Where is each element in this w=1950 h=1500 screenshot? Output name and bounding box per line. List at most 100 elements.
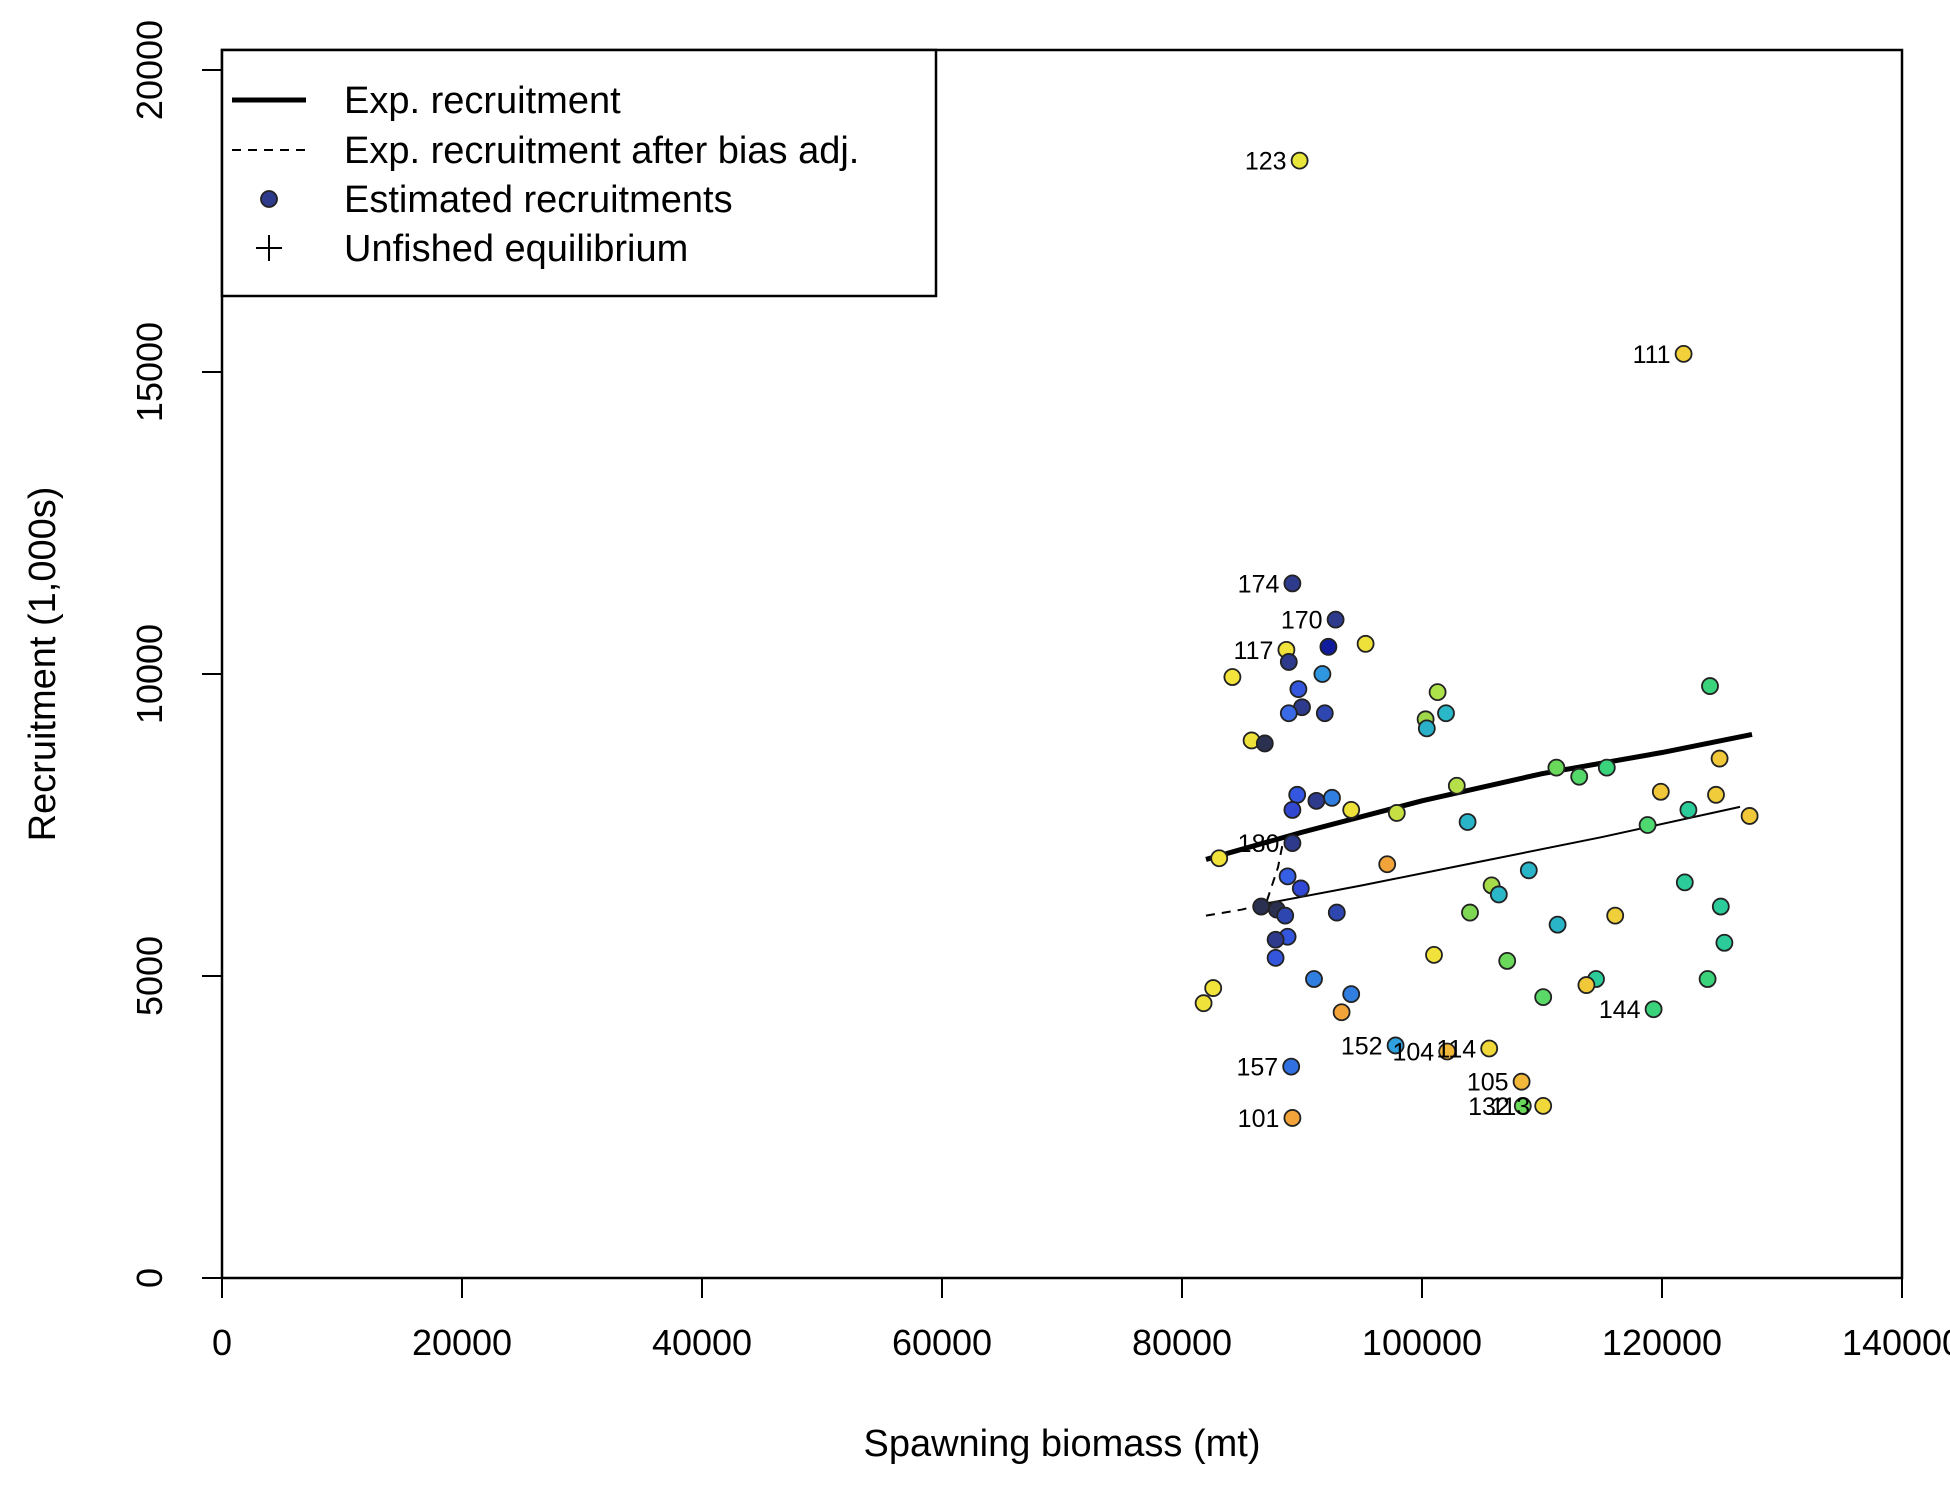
legend-entry-label: Unfished equilibrium [344,228,688,270]
recruitment-point [1266,930,1285,949]
recruitment-point [1417,719,1436,738]
recruitment-point [1332,1003,1351,1022]
recruitment-point [1386,1036,1405,1055]
recruitment-point [1715,933,1734,952]
recruitment-point [1255,734,1274,753]
point-year-label: 114 [1436,1035,1476,1063]
legend-entry-label: Exp. recruitment after bias adj. [344,130,859,172]
x-tick-label: 60000 [892,1322,992,1363]
x-tick-label: 0 [212,1322,232,1363]
recruitment-point [1489,885,1508,904]
recruitment-point [1570,767,1589,786]
recruitment-point [1290,151,1309,170]
recruitment-point [1283,1109,1302,1127]
point-year-label: 113 [1490,1093,1530,1121]
recruitment-point [1289,680,1308,698]
recruitment-point [1438,1042,1457,1061]
x-tick-label: 20000 [412,1322,512,1363]
recruitment-point [1283,801,1302,819]
recruitment-point [1326,610,1345,629]
recruitment-point [1711,897,1730,916]
point-year-label: 123 [1245,148,1287,176]
legend-point-swatch [260,190,278,208]
recruitment-point [1606,906,1625,925]
recruitment-point [1204,979,1223,997]
point-year-label: 111 [1633,341,1671,369]
recruitment-point [1342,801,1361,819]
point-year-label: 180 [1238,830,1280,858]
recruitment-point [1319,637,1338,656]
point-year-label: 104 [1392,1039,1434,1067]
recruitment-point [1710,749,1729,768]
y-axis-title: Recruitment (1,000s) [22,487,64,842]
recruitment-point [1651,782,1670,801]
recruitment-point [1461,903,1479,922]
recruitment-point [1512,1072,1531,1091]
recruitment-point [1288,785,1307,804]
y-tick-label: 0 [129,1268,170,1288]
x-axis-title: Spawning biomass (mt) [863,1423,1260,1465]
point-year-label: 174 [1238,570,1280,598]
recruitment-point [1674,344,1693,363]
recruitment-point [1223,668,1242,686]
recruitment-point [1534,988,1553,1007]
recruitment-point [1305,970,1323,988]
recruitment-point [1437,704,1455,723]
recruitment-point [1210,849,1229,868]
recruitment-point [1548,915,1567,934]
legend-entry-label: Exp. recruitment [344,80,621,122]
recruitment-point [1547,758,1566,777]
recruitment-point [1428,683,1447,702]
recruitment-point [1597,758,1616,777]
recruitment-point [1638,816,1657,834]
legend-entry-label: Estimated recruitments [344,179,733,221]
point-year-label: 152 [1341,1032,1383,1060]
recruitment-point [1313,665,1332,683]
recruitment-point [1707,785,1725,804]
recruitment-point [1480,1039,1499,1058]
recruitment-point [1698,970,1717,988]
recruitment-point [1498,952,1517,970]
x-tick-label: 100000 [1362,1322,1482,1363]
recruitment-point [1279,704,1298,723]
recruitment-point [1447,776,1466,795]
recruitment-point [1675,873,1694,892]
recruitment-point [1740,807,1759,825]
bias-adjusted-dashed-line [1205,836,1285,917]
recruitment-point [1387,804,1406,822]
point-year-label: 144 [1599,996,1641,1024]
recruitment-point [1577,976,1596,994]
point-year-label: 101 [1238,1105,1280,1133]
recruitment-point [1283,574,1302,593]
recruitment-point [1291,879,1310,898]
recruitment-point [1315,704,1334,723]
y-tick-label: 20000 [129,20,170,120]
recruitment-point [1252,897,1271,916]
x-tick-label: 80000 [1132,1322,1232,1363]
x-tick-label: 120000 [1602,1322,1722,1363]
recruitment-point [1283,834,1302,853]
recruitment-point [1378,855,1397,874]
recruitment-point [1356,634,1375,653]
recruitment-point [1278,867,1297,886]
point-year-label: 117 [1234,637,1274,665]
recruitment-point [1425,945,1443,964]
recruitment-point [1327,903,1346,922]
expected-recruitment-line [1205,731,1753,862]
recruitment-point [1307,791,1326,810]
y-tick-label: 10000 [129,624,170,724]
recruitment-point [1458,813,1477,831]
recruitment-point [1323,788,1341,807]
recruitment-point [1276,906,1295,925]
y-tick-label: 15000 [129,322,170,422]
y-tick-label: 5000 [129,936,170,1016]
recruitment-point [1534,1096,1553,1115]
recruitment-point [1282,1057,1301,1076]
point-year-label: 157 [1236,1054,1278,1082]
recruitment-point [1279,653,1298,671]
recruitment-point [1266,948,1285,967]
point-year-label: 170 [1281,607,1323,635]
recruitment-point [1194,994,1213,1013]
